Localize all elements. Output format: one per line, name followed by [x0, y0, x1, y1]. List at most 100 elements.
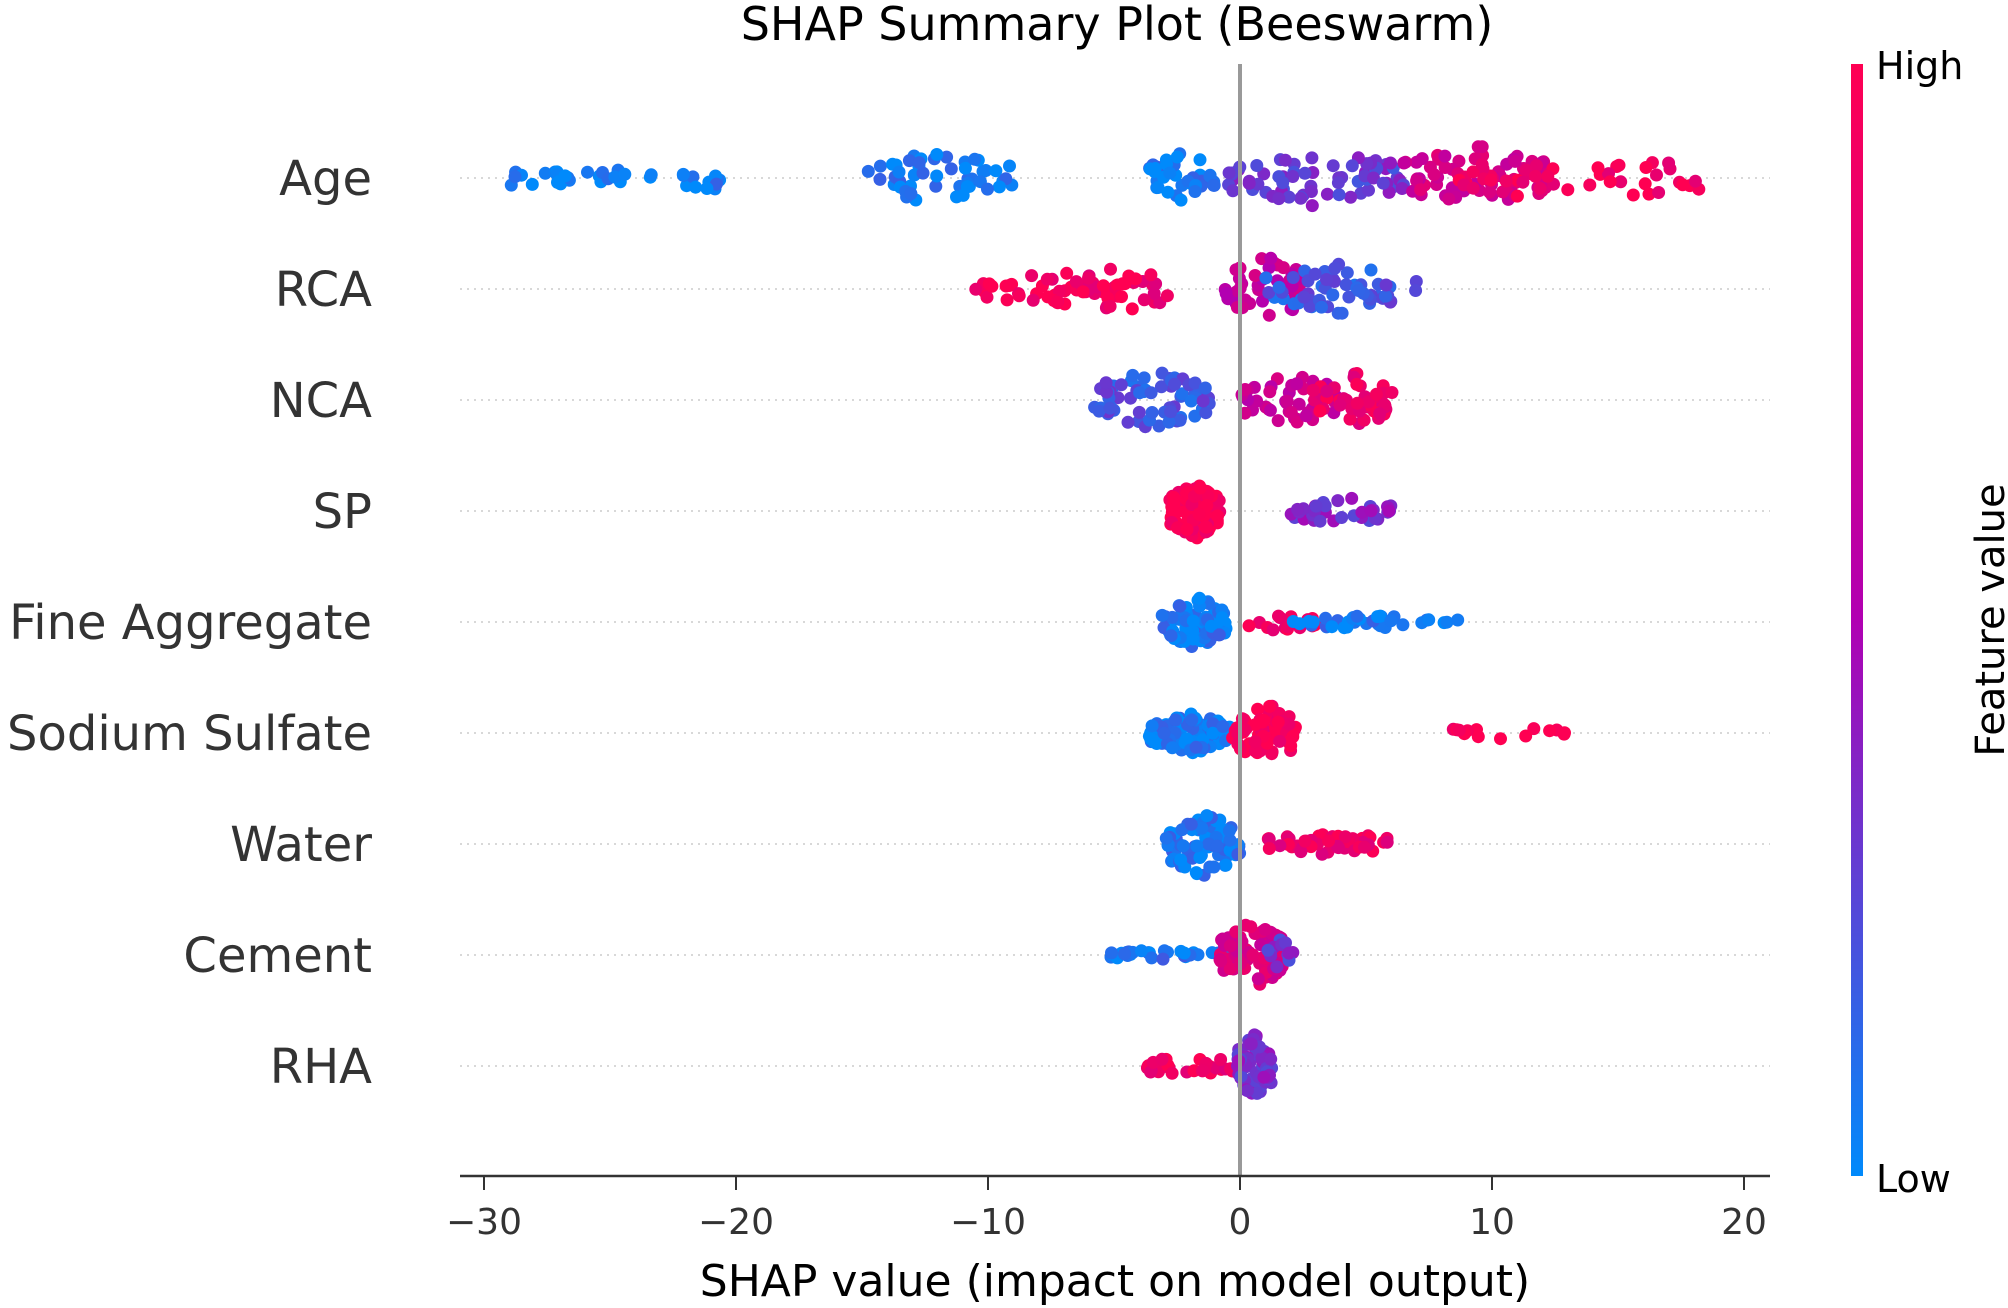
shap-point: [1050, 295, 1064, 309]
shap-point: [1298, 166, 1312, 180]
shap-point: [1175, 387, 1189, 401]
shap-point: [1650, 168, 1663, 182]
shap-point: [1291, 502, 1304, 516]
shap-point: [1475, 140, 1489, 154]
shap-point: [1258, 923, 1272, 936]
shap-point: [1308, 267, 1322, 281]
shap-point: [1223, 962, 1237, 976]
shap-point: [1165, 741, 1179, 755]
shap-point: [1025, 269, 1039, 283]
colorbar-low-label: Low: [1876, 1157, 1951, 1201]
shap-point: [1195, 821, 1209, 835]
x-tick-label: −30: [446, 1202, 522, 1243]
feature-label: RHA: [270, 1039, 372, 1095]
shap-point: [1591, 161, 1605, 175]
shap-point: [1160, 289, 1174, 303]
shap-point: [1134, 944, 1148, 958]
shap-point: [1263, 385, 1277, 399]
shap-point: [1272, 609, 1285, 623]
shap-point: [1262, 308, 1276, 322]
x-tick-label: 20: [1721, 1202, 1767, 1243]
shap-point: [1322, 834, 1336, 848]
shap-point: [1223, 939, 1237, 953]
shap-point: [1294, 845, 1308, 859]
shap-point: [1215, 611, 1229, 625]
shap-point: [1246, 948, 1260, 962]
shap-point: [1200, 499, 1214, 513]
shap-point: [1251, 702, 1265, 716]
shap-point: [1452, 723, 1466, 737]
shap-point: [1519, 729, 1533, 743]
shap-point: [1193, 153, 1207, 167]
shap-point: [873, 172, 887, 186]
shap-point: [1290, 415, 1304, 429]
shap-point: [1338, 830, 1352, 844]
shap-point: [1396, 618, 1410, 632]
shap-point: [1199, 520, 1212, 534]
shap-point: [1561, 183, 1575, 197]
shap-point: [1169, 713, 1182, 727]
shap-point: [1350, 396, 1364, 410]
shap-point: [1298, 834, 1312, 848]
shap-point: [1257, 714, 1271, 727]
shap-point: [1261, 943, 1275, 957]
shap-point: [1344, 190, 1358, 204]
shap-point: [1483, 185, 1497, 199]
shap-point: [904, 187, 918, 201]
shap-point: [1494, 732, 1507, 746]
shap-point: [1397, 156, 1411, 170]
shap-point: [700, 182, 714, 195]
shap-point: [1266, 623, 1280, 637]
shap-point: [1082, 271, 1095, 285]
shap-point: [1196, 394, 1210, 408]
shap-point: [1250, 159, 1264, 172]
shap-point: [1315, 300, 1328, 314]
shap-point: [1282, 946, 1296, 960]
shap-point: [1235, 712, 1249, 726]
shap-point: [1193, 481, 1207, 495]
shap-point: [1262, 832, 1276, 846]
shap-point: [1380, 835, 1394, 849]
shap-point: [1188, 185, 1202, 198]
shap-point: [1340, 266, 1354, 280]
shap-point: [1298, 264, 1312, 278]
shap-point: [1002, 279, 1016, 292]
shap-point: [912, 156, 926, 170]
shap-point: [1331, 494, 1345, 508]
shap-point: [1207, 860, 1221, 874]
shap-point: [538, 166, 552, 180]
shap-point: [1335, 511, 1349, 524]
shap-point: [1125, 302, 1139, 316]
feature-label: NCA: [270, 373, 372, 429]
shap-point: [1176, 839, 1190, 853]
shap-point: [1384, 156, 1397, 170]
shap-point: [1126, 368, 1140, 382]
feature-label: SP: [313, 484, 372, 540]
shap-point: [1382, 504, 1396, 518]
shap-point: [1240, 1084, 1254, 1098]
shap-point: [1000, 293, 1014, 307]
shap-point: [1583, 178, 1597, 192]
shap-point: [1155, 608, 1169, 622]
shap-point: [1212, 628, 1226, 642]
shap-point: [1440, 615, 1454, 629]
beeswarm-points: [504, 140, 1706, 1100]
shap-point: [1282, 190, 1296, 204]
shap-point: [979, 164, 993, 177]
shap-point: [1168, 377, 1182, 391]
shap-point: [1255, 252, 1269, 266]
shap-point: [1409, 284, 1423, 297]
shap-point: [1508, 154, 1522, 168]
feature-label: Fine Aggregate: [9, 595, 372, 651]
shap-point: [1147, 287, 1161, 300]
shap-point: [1161, 185, 1175, 199]
shap-point: [1264, 1052, 1278, 1066]
shap-point: [1333, 398, 1347, 412]
shap-point: [1248, 269, 1262, 282]
colorbar: [1851, 64, 1863, 1176]
shap-point: [1184, 394, 1198, 408]
shap-point: [1272, 192, 1286, 206]
shap-point: [1451, 613, 1465, 627]
shap-point: [1306, 615, 1320, 629]
shap-point: [1343, 412, 1357, 426]
